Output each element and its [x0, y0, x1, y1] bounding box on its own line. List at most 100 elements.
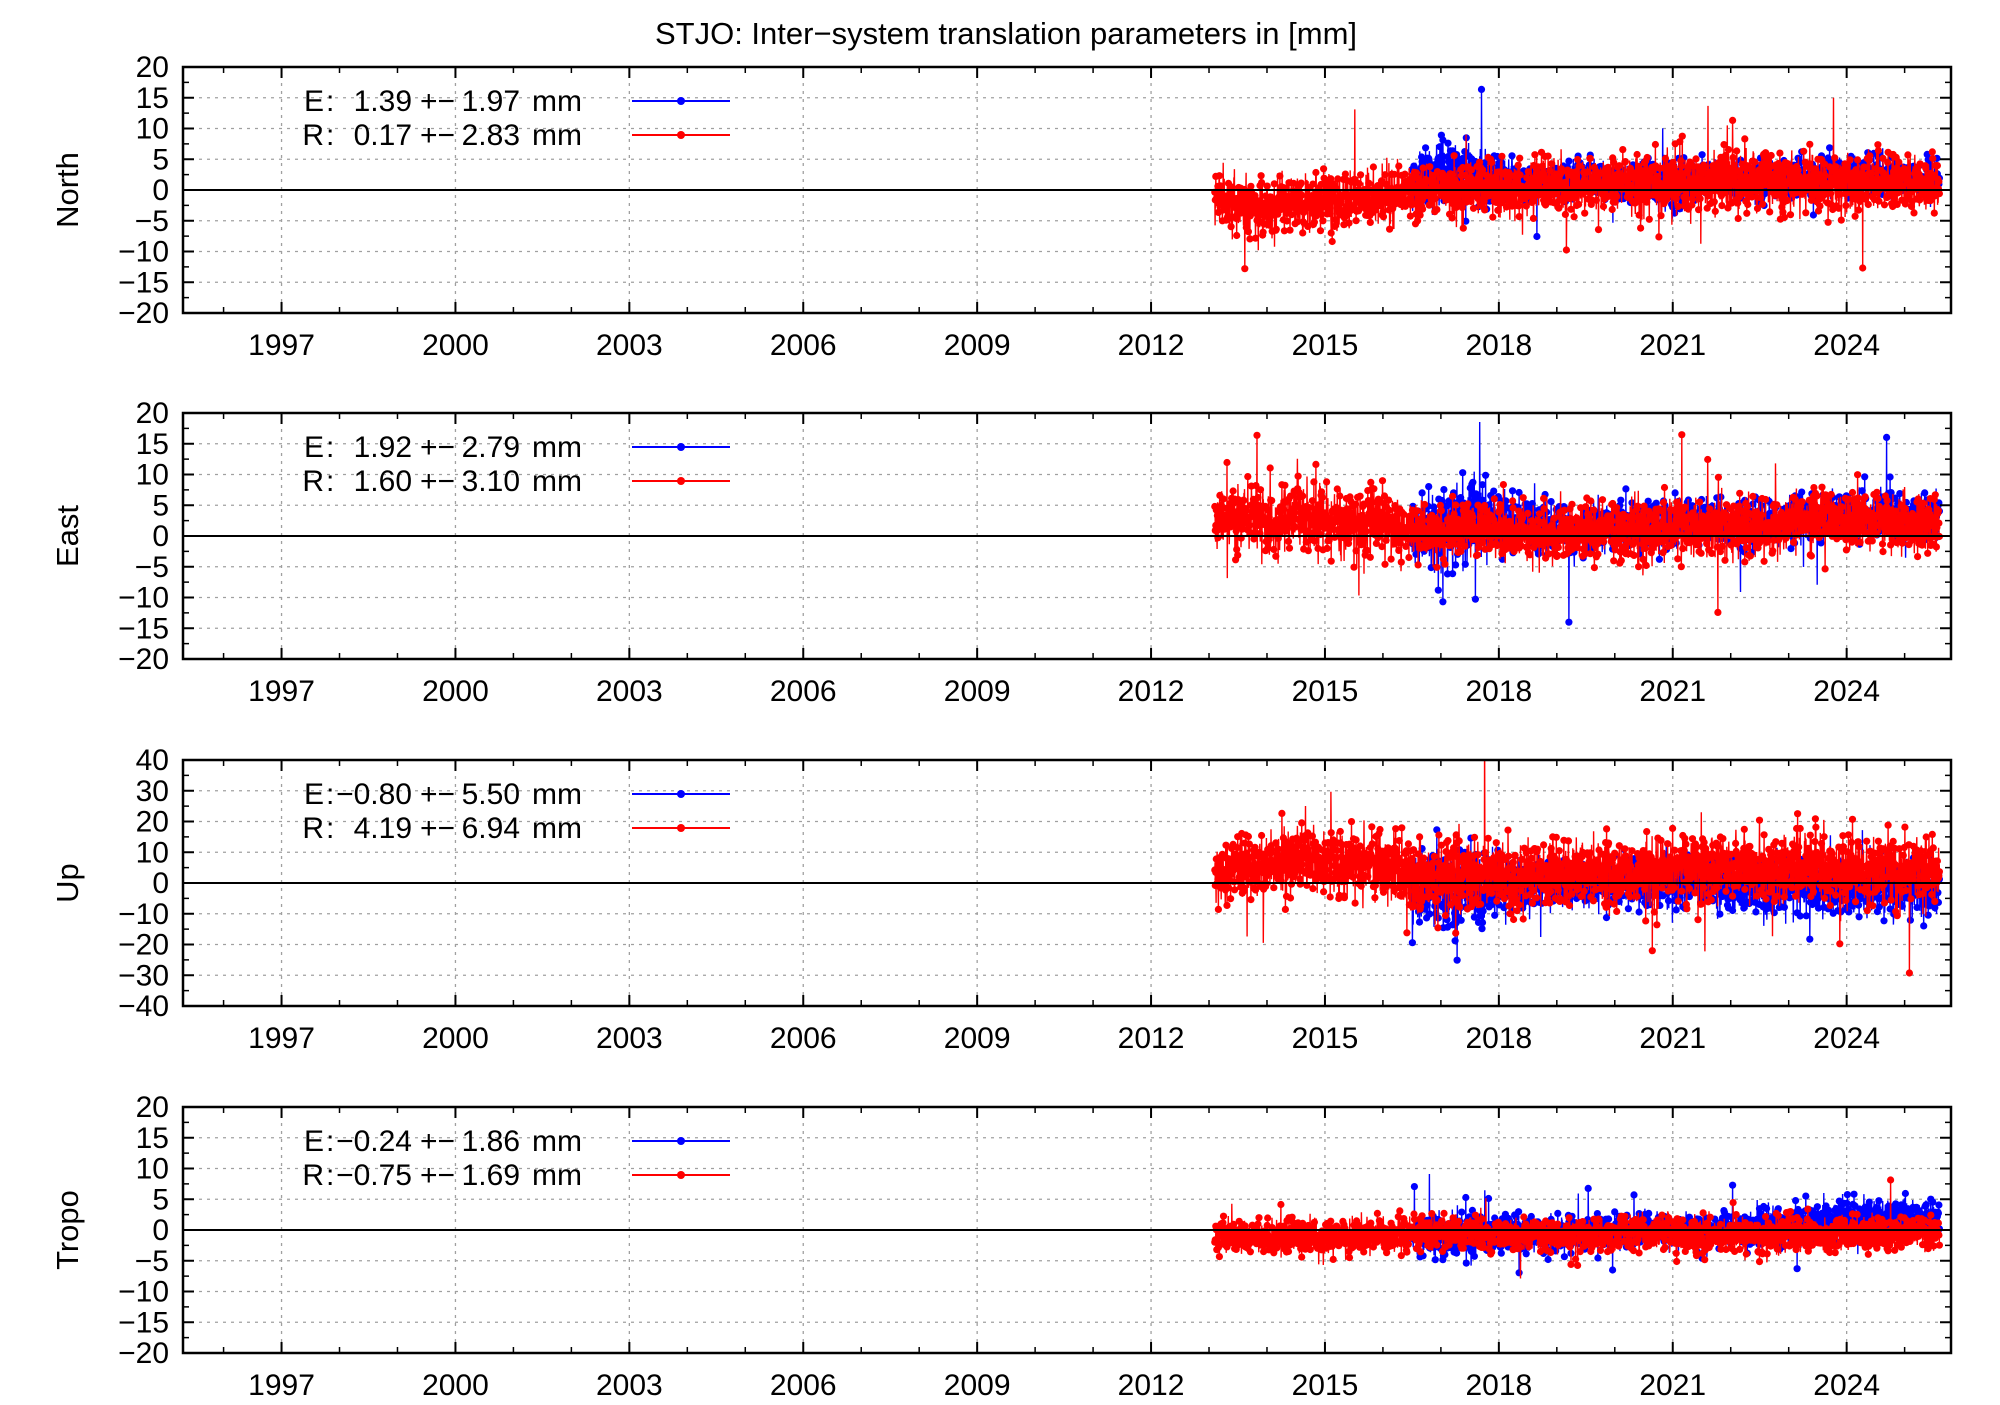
- data-point: [1520, 494, 1527, 501]
- data-point: [1861, 164, 1868, 171]
- data-point: [1574, 156, 1581, 163]
- x-tick-label: 2018: [1465, 329, 1532, 362]
- data-point: [1548, 498, 1555, 505]
- data-point: [1674, 555, 1681, 562]
- data-point: [1630, 539, 1637, 546]
- data-point: [1818, 484, 1825, 491]
- data-point: [1357, 493, 1364, 500]
- data-point: [1435, 587, 1442, 594]
- legend-mean: 0.17: [354, 119, 412, 152]
- data-point: [1561, 179, 1568, 186]
- y-tick-label: −5: [135, 205, 169, 238]
- data-point: [1672, 489, 1679, 496]
- data-point: [1813, 492, 1820, 499]
- data-point: [1798, 489, 1805, 496]
- data-point: [1367, 554, 1374, 561]
- data-point: [1859, 487, 1866, 494]
- data-point: [1441, 561, 1448, 568]
- data-point: [1849, 489, 1856, 496]
- data-point: [1494, 207, 1501, 214]
- y-tick-label: 10: [136, 113, 169, 146]
- data-point: [1680, 177, 1687, 184]
- data-point: [1594, 551, 1601, 558]
- data-point: [1895, 159, 1902, 166]
- data-point: [1764, 538, 1771, 545]
- data-point: [1874, 495, 1881, 502]
- data-point: [1271, 180, 1278, 187]
- data-point: [1738, 527, 1745, 534]
- data-point: [1472, 596, 1479, 603]
- data-point: [1758, 511, 1765, 518]
- data-point: [1530, 215, 1537, 222]
- data-point: [1386, 226, 1393, 233]
- data-point: [1813, 185, 1820, 192]
- data-point: [1402, 543, 1409, 550]
- data-point: [1310, 478, 1317, 485]
- legend-sigma: 2.83: [462, 119, 520, 152]
- data-point: [1216, 172, 1223, 179]
- data-point: [1678, 163, 1685, 170]
- data-point: [1802, 209, 1809, 216]
- data-point: [1388, 556, 1395, 563]
- data-point: [1545, 153, 1552, 160]
- data-point: [1681, 504, 1688, 511]
- data-point: [1515, 202, 1522, 209]
- data-point: [1744, 503, 1751, 510]
- data-point: [1467, 198, 1474, 205]
- data-point: [1599, 496, 1606, 503]
- data-point: [1642, 545, 1649, 552]
- data-point: [1298, 192, 1305, 199]
- data-point: [1379, 477, 1386, 484]
- data-point: [1656, 556, 1663, 563]
- data-point: [1462, 561, 1469, 568]
- data-point: [1254, 494, 1261, 501]
- data-point: [1490, 488, 1497, 495]
- data-point: [1470, 205, 1477, 212]
- x-tick-label: 2006: [770, 329, 837, 362]
- data-point: [1285, 538, 1292, 545]
- data-point: [1659, 549, 1666, 556]
- data-point: [1716, 168, 1723, 175]
- data-point: [1896, 490, 1903, 497]
- data-point: [1857, 539, 1864, 546]
- data-point: [1322, 509, 1329, 516]
- data-point: [1526, 551, 1533, 558]
- data-point: [1264, 506, 1271, 513]
- data-point: [1306, 504, 1313, 511]
- data-point: [1634, 503, 1641, 510]
- data-point: [1619, 146, 1626, 153]
- data-point: [1600, 538, 1607, 545]
- data-point: [1675, 203, 1682, 210]
- data-point: [1272, 553, 1279, 560]
- y-tick-label: 0: [152, 174, 169, 207]
- data-point: [1380, 213, 1387, 220]
- data-point: [1494, 542, 1501, 549]
- data-point: [1626, 524, 1633, 531]
- data-point: [1622, 485, 1629, 492]
- legend-series-name: R: [302, 119, 324, 152]
- data-point: [1884, 159, 1891, 166]
- data-point: [1264, 545, 1271, 552]
- data-point: [1822, 172, 1829, 179]
- data-point: [1862, 493, 1869, 500]
- data-point: [1591, 564, 1598, 571]
- y-axis-label: North: [50, 152, 85, 228]
- data-point: [1509, 497, 1516, 504]
- data-point: [1766, 208, 1773, 215]
- legend-marker-E: [677, 97, 685, 105]
- data-point: [1240, 497, 1247, 504]
- data-point: [1270, 546, 1277, 553]
- data-point: [1679, 133, 1686, 140]
- data-point: [1679, 545, 1686, 552]
- legend-pm: +−: [420, 119, 455, 152]
- data-point: [1241, 265, 1248, 272]
- data-point: [1835, 205, 1842, 212]
- data-point: [1622, 158, 1629, 165]
- data-point: [1826, 144, 1833, 151]
- data-point: [1217, 182, 1224, 189]
- data-point: [1512, 177, 1519, 184]
- data-point: [1839, 182, 1846, 189]
- data-point: [1689, 509, 1696, 516]
- x-tick-label: 2000: [422, 329, 489, 362]
- data-point: [1546, 167, 1553, 174]
